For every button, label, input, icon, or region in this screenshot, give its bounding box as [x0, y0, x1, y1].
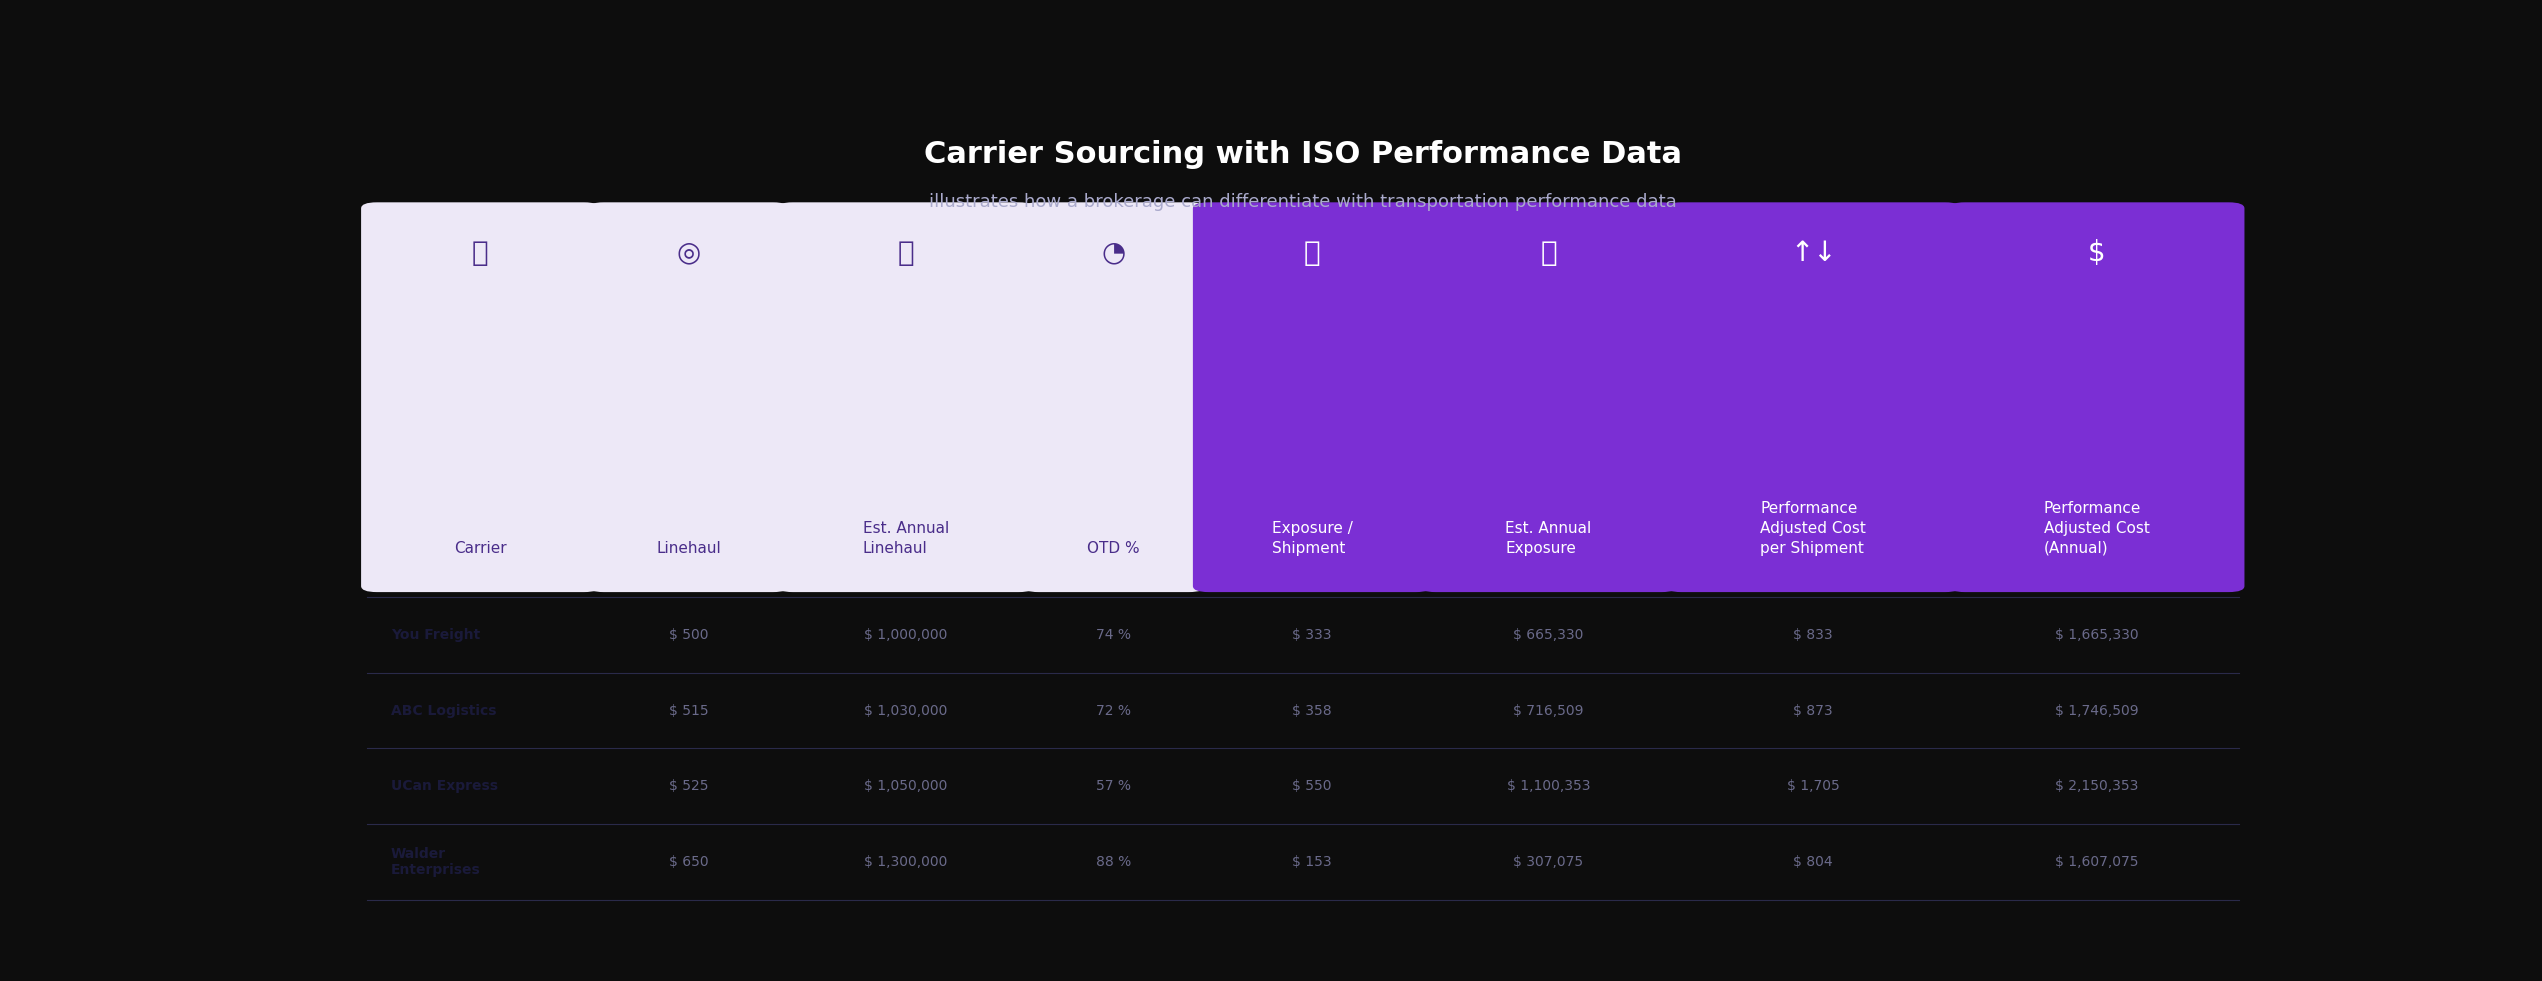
Text: $ 665,330: $ 665,330 — [1512, 628, 1584, 643]
FancyBboxPatch shape — [778, 202, 1035, 593]
Text: UCan Express: UCan Express — [391, 779, 498, 794]
Text: Est. Annual
Linehaul: Est. Annual Linehaul — [862, 521, 948, 556]
Text: $ 1,705: $ 1,705 — [1787, 779, 1840, 794]
Text: $ 1,050,000: $ 1,050,000 — [864, 779, 948, 794]
Text: 74 %: 74 % — [1096, 628, 1131, 643]
Text: 💼: 💼 — [1304, 238, 1319, 267]
Text: ↑↓: ↑↓ — [1790, 238, 1835, 267]
FancyBboxPatch shape — [1950, 202, 2245, 593]
Text: $ 500: $ 500 — [669, 628, 709, 643]
Text: $ 333: $ 333 — [1291, 628, 1332, 643]
Text: $ 1,300,000: $ 1,300,000 — [864, 854, 948, 869]
Text: ◔: ◔ — [1101, 238, 1126, 267]
Text: 88 %: 88 % — [1096, 854, 1131, 869]
Text: $ 1,665,330: $ 1,665,330 — [2054, 628, 2138, 643]
Text: $ 833: $ 833 — [1795, 628, 1833, 643]
Text: $: $ — [2087, 238, 2105, 267]
Text: $ 550: $ 550 — [1291, 779, 1332, 794]
Text: $ 515: $ 515 — [669, 703, 709, 718]
FancyBboxPatch shape — [1192, 202, 1431, 593]
Text: $ 358: $ 358 — [1291, 703, 1332, 718]
Text: $ 525: $ 525 — [669, 779, 709, 794]
Text: Est. Annual
Exposure: Est. Annual Exposure — [1505, 521, 1591, 556]
Text: 57 %: 57 % — [1096, 779, 1131, 794]
Text: $ 650: $ 650 — [669, 854, 709, 869]
Text: $ 1,000,000: $ 1,000,000 — [864, 628, 948, 643]
FancyBboxPatch shape — [1421, 202, 1678, 593]
Text: Performance
Adjusted Cost
(Annual): Performance Adjusted Cost (Annual) — [2044, 501, 2151, 556]
Text: Linehaul: Linehaul — [656, 541, 722, 556]
Text: Walder
Enterprises: Walder Enterprises — [391, 847, 480, 877]
Text: You Freight: You Freight — [391, 628, 480, 643]
Text: OTD %: OTD % — [1088, 541, 1139, 556]
Text: 🪙: 🪙 — [897, 238, 915, 267]
Text: 📊: 📊 — [1540, 238, 1556, 267]
FancyBboxPatch shape — [587, 202, 788, 593]
Text: $ 804: $ 804 — [1795, 854, 1833, 869]
Text: Exposure /
Shipment: Exposure / Shipment — [1271, 521, 1352, 556]
Text: illustrates how a brokerage can differentiate with transportation performance da: illustrates how a brokerage can differen… — [928, 193, 1678, 211]
FancyBboxPatch shape — [361, 202, 600, 593]
Text: $ 716,509: $ 716,509 — [1512, 703, 1584, 718]
FancyBboxPatch shape — [1022, 202, 1205, 593]
FancyBboxPatch shape — [1665, 202, 1960, 593]
Text: $ 1,030,000: $ 1,030,000 — [864, 703, 948, 718]
Text: $ 2,150,353: $ 2,150,353 — [2054, 779, 2138, 794]
Text: $ 307,075: $ 307,075 — [1512, 854, 1584, 869]
Text: $ 873: $ 873 — [1795, 703, 1833, 718]
Text: $ 1,746,509: $ 1,746,509 — [2054, 703, 2138, 718]
Text: Carrier Sourcing with ISO Performance Data: Carrier Sourcing with ISO Performance Da… — [923, 140, 1683, 170]
Text: Performance
Adjusted Cost
per Shipment: Performance Adjusted Cost per Shipment — [1759, 501, 1866, 556]
Text: $ 153: $ 153 — [1291, 854, 1332, 869]
Text: 🚚: 🚚 — [473, 238, 488, 267]
Text: Carrier: Carrier — [455, 541, 506, 556]
Text: $ 1,607,075: $ 1,607,075 — [2054, 854, 2138, 869]
Text: 72 %: 72 % — [1096, 703, 1131, 718]
Text: ◎: ◎ — [676, 238, 702, 267]
Text: $ 1,100,353: $ 1,100,353 — [1507, 779, 1591, 794]
Text: ABC Logistics: ABC Logistics — [391, 703, 496, 718]
